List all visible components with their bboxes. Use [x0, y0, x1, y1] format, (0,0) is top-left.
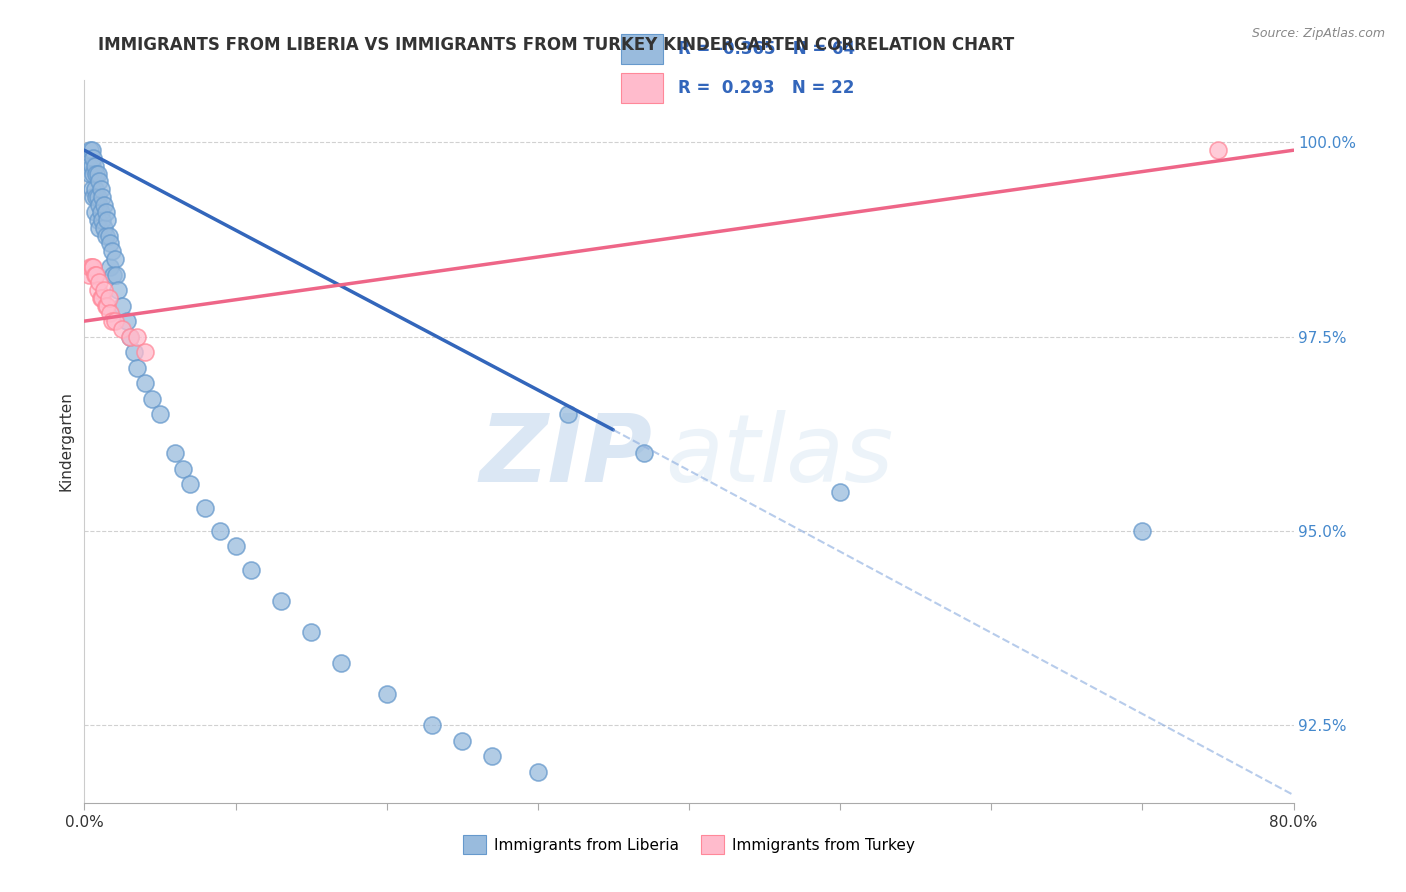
Point	[87, 167, 110, 181]
Point	[141, 392, 163, 406]
Text: IMMIGRANTS FROM LIBERIA VS IMMIGRANTS FROM TURKEY KINDERGARTEN CORRELATION CHART: IMMIGRANTS FROM LIBERIA VS IMMIGRANTS FR…	[98, 36, 1015, 54]
Point	[194, 500, 217, 515]
Point	[80, 182, 103, 196]
Point	[105, 268, 128, 282]
Point	[527, 764, 550, 779]
Point	[93, 283, 115, 297]
Point	[239, 563, 262, 577]
Text: Source: ZipAtlas.com: Source: ZipAtlas.com	[1251, 27, 1385, 40]
Point	[86, 167, 108, 181]
Point	[104, 252, 127, 266]
FancyBboxPatch shape	[620, 34, 664, 64]
Point	[82, 260, 104, 274]
Point	[225, 540, 247, 554]
Point	[90, 291, 112, 305]
Point	[96, 213, 118, 227]
Point	[96, 299, 118, 313]
Point	[80, 143, 103, 157]
Point	[100, 314, 122, 328]
Point	[1130, 524, 1153, 538]
Point	[127, 360, 149, 375]
Point	[94, 205, 117, 219]
Point	[77, 159, 100, 173]
Point	[98, 306, 121, 320]
Point	[101, 268, 124, 282]
Point	[87, 283, 110, 297]
Point	[100, 244, 122, 259]
Point	[111, 322, 134, 336]
Point	[557, 408, 579, 422]
Point	[98, 236, 121, 251]
Point	[91, 190, 114, 204]
Point	[134, 345, 156, 359]
Point	[118, 329, 141, 343]
Point	[93, 197, 115, 211]
Point	[79, 260, 101, 274]
Text: R =  0.293   N = 22: R = 0.293 N = 22	[678, 78, 855, 96]
Text: R = -0.365   N = 64: R = -0.365 N = 64	[678, 40, 855, 58]
Point	[104, 314, 127, 328]
Point	[90, 205, 112, 219]
Point	[127, 329, 149, 343]
Point	[118, 329, 141, 343]
Point	[87, 213, 110, 227]
Point	[97, 291, 120, 305]
Point	[91, 213, 114, 227]
Point	[89, 197, 111, 211]
Point	[86, 190, 108, 204]
Point	[79, 143, 101, 157]
Point	[420, 718, 443, 732]
Point	[633, 446, 655, 460]
Point	[172, 461, 194, 475]
Point	[94, 228, 117, 243]
Point	[84, 182, 107, 196]
Point	[149, 408, 172, 422]
Point	[122, 345, 145, 359]
Point	[1206, 143, 1229, 157]
Point	[111, 299, 134, 313]
Point	[134, 376, 156, 391]
Text: ZIP: ZIP	[479, 410, 652, 502]
Point	[82, 167, 104, 181]
Y-axis label: Kindergarten: Kindergarten	[58, 392, 73, 491]
Point	[80, 260, 103, 274]
Point	[77, 268, 100, 282]
Point	[97, 228, 120, 243]
Point	[90, 182, 112, 196]
Point	[84, 205, 107, 219]
Point	[330, 656, 353, 670]
Point	[375, 687, 398, 701]
Point	[84, 268, 107, 282]
Point	[451, 733, 474, 747]
Text: atlas: atlas	[665, 410, 893, 501]
Point	[82, 151, 104, 165]
Point	[299, 624, 322, 639]
Point	[80, 159, 103, 173]
Point	[179, 477, 201, 491]
Point	[270, 594, 292, 608]
Point	[94, 299, 117, 313]
Legend: Immigrants from Liberia, Immigrants from Turkey: Immigrants from Liberia, Immigrants from…	[457, 830, 921, 860]
Point	[107, 283, 129, 297]
FancyBboxPatch shape	[620, 72, 664, 103]
Point	[830, 485, 852, 500]
Point	[115, 314, 138, 328]
Point	[79, 167, 101, 181]
Point	[89, 174, 111, 188]
Point	[209, 524, 232, 538]
Point	[89, 220, 111, 235]
Point	[82, 190, 104, 204]
Point	[89, 275, 111, 289]
Point	[86, 268, 108, 282]
Point	[93, 220, 115, 235]
Point	[91, 291, 114, 305]
Point	[165, 446, 187, 460]
Point	[98, 260, 121, 274]
Point	[87, 190, 110, 204]
Point	[481, 749, 503, 764]
Point	[84, 159, 107, 173]
